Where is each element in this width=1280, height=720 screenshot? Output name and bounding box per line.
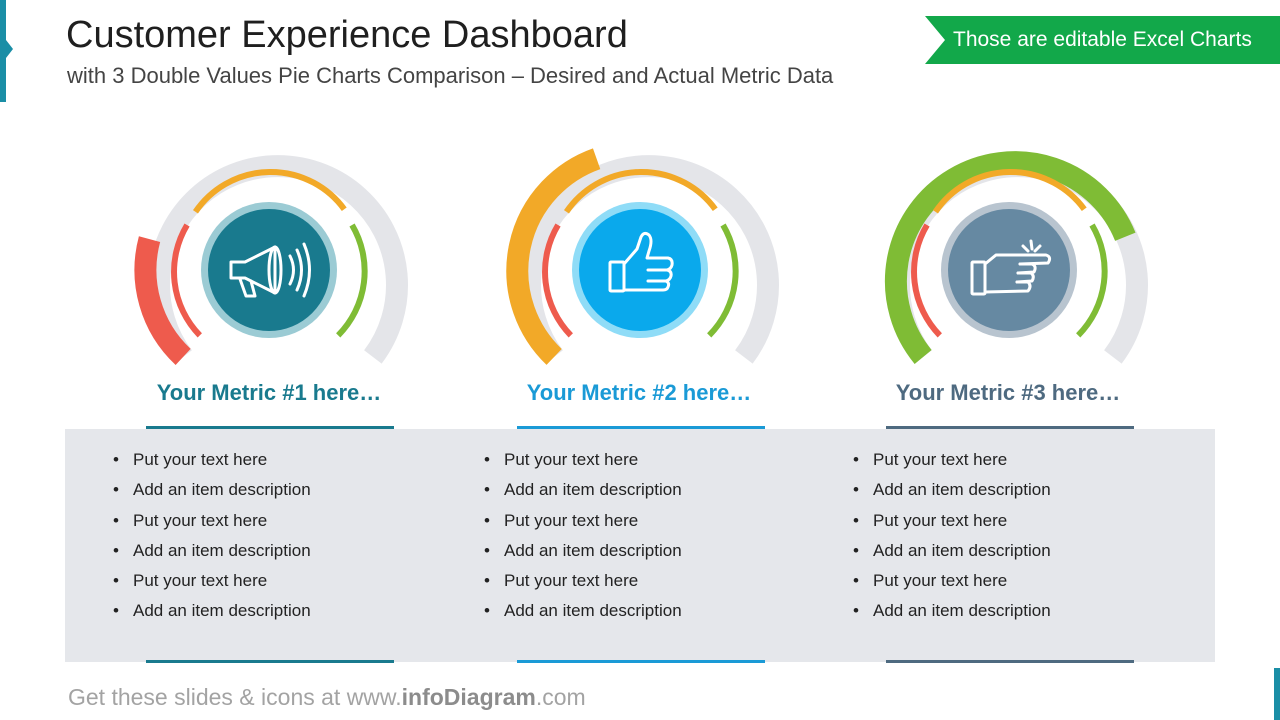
list-item: Put your text here — [113, 568, 311, 598]
list-item: Put your text here — [113, 508, 311, 538]
metric-3-title: Your Metric #3 here… — [895, 380, 1121, 405]
list-item: Add an item description — [484, 538, 682, 568]
gauge-3-icon-circle — [948, 209, 1070, 331]
list-item: Put your text here — [853, 447, 1051, 477]
list-item: Add an item description — [484, 477, 682, 507]
gauge-3-inner-green — [1076, 223, 1108, 338]
gauge-3-inner-red — [911, 223, 942, 338]
list-item: Add an item description — [853, 598, 1051, 628]
metric-3-bullet-list: Put your text here Add an item descripti… — [853, 447, 1051, 629]
metric-1-underline — [146, 426, 394, 429]
metric-2-bullet-list: Put your text here Add an item descripti… — [484, 447, 682, 629]
page-title: Customer Experience Dashboard — [66, 14, 628, 56]
gauge-2-inner-green — [707, 223, 739, 338]
gauge-1-inner-orange — [192, 168, 347, 214]
megaphone-icon — [229, 242, 311, 298]
metric-1-bullet-list: Put your text here Add an item descripti… — [113, 447, 311, 629]
gauge-3-inner-orange — [932, 168, 1087, 214]
footer-prefix: Get these slides & icons at www. — [68, 684, 402, 710]
metric-2-underline — [517, 426, 765, 429]
list-item: Add an item description — [113, 477, 311, 507]
gauge-2-outer-value — [506, 148, 601, 365]
gauge-3-outer-value — [884, 151, 1136, 364]
gauge-1-inner-green — [336, 223, 368, 338]
thumbs-up-icon — [608, 231, 674, 293]
gauge-2-inner-red — [542, 223, 573, 338]
list-item: Put your text here — [484, 447, 682, 477]
bottom-right-accent-bar — [1274, 668, 1280, 720]
gauge-1[interactable] — [134, 155, 408, 365]
list-item: Put your text here — [484, 568, 682, 598]
footer-suffix: .com — [535, 684, 586, 710]
gauge-3[interactable] — [884, 151, 1148, 364]
pointing-hand-icon — [970, 239, 1052, 296]
list-item: Add an item description — [853, 538, 1051, 568]
list-item: Add an item description — [853, 477, 1051, 507]
metric-2-title: Your Metric #2 here… — [526, 380, 752, 405]
gauge-2-outer-track — [519, 155, 779, 364]
list-item: Add an item description — [113, 538, 311, 568]
left-accent-bar — [0, 0, 13, 102]
metric-1-bottomline — [146, 660, 394, 663]
list-item: Put your text here — [113, 447, 311, 477]
gauge-2-inner-orange — [563, 168, 718, 214]
metric-2-bottomline — [517, 660, 765, 663]
gauge-1-outer-track — [148, 155, 408, 364]
gauge-1-inner-red — [171, 223, 202, 338]
gauge-2[interactable] — [506, 148, 779, 365]
gauge-1-outer-value — [134, 236, 191, 365]
list-item: Add an item description — [113, 598, 311, 628]
footer-brand: infoDiagram — [401, 684, 536, 710]
list-item: Put your text here — [853, 568, 1051, 598]
page-subtitle: with 3 Double Values Pie Charts Comparis… — [67, 63, 834, 88]
list-item: Put your text here — [853, 508, 1051, 538]
metric-1-title: Your Metric #1 here… — [156, 380, 382, 405]
editable-charts-ribbon: Those are editable Excel Charts — [925, 16, 1280, 64]
list-item: Add an item description — [484, 598, 682, 628]
footer-credit: Get these slides & icons at www.infoDiag… — [68, 684, 586, 711]
gauge-2-icon-circle — [579, 209, 701, 331]
metric-3-underline — [886, 426, 1134, 429]
list-item: Put your text here — [484, 508, 682, 538]
metric-3-bottomline — [886, 660, 1134, 663]
